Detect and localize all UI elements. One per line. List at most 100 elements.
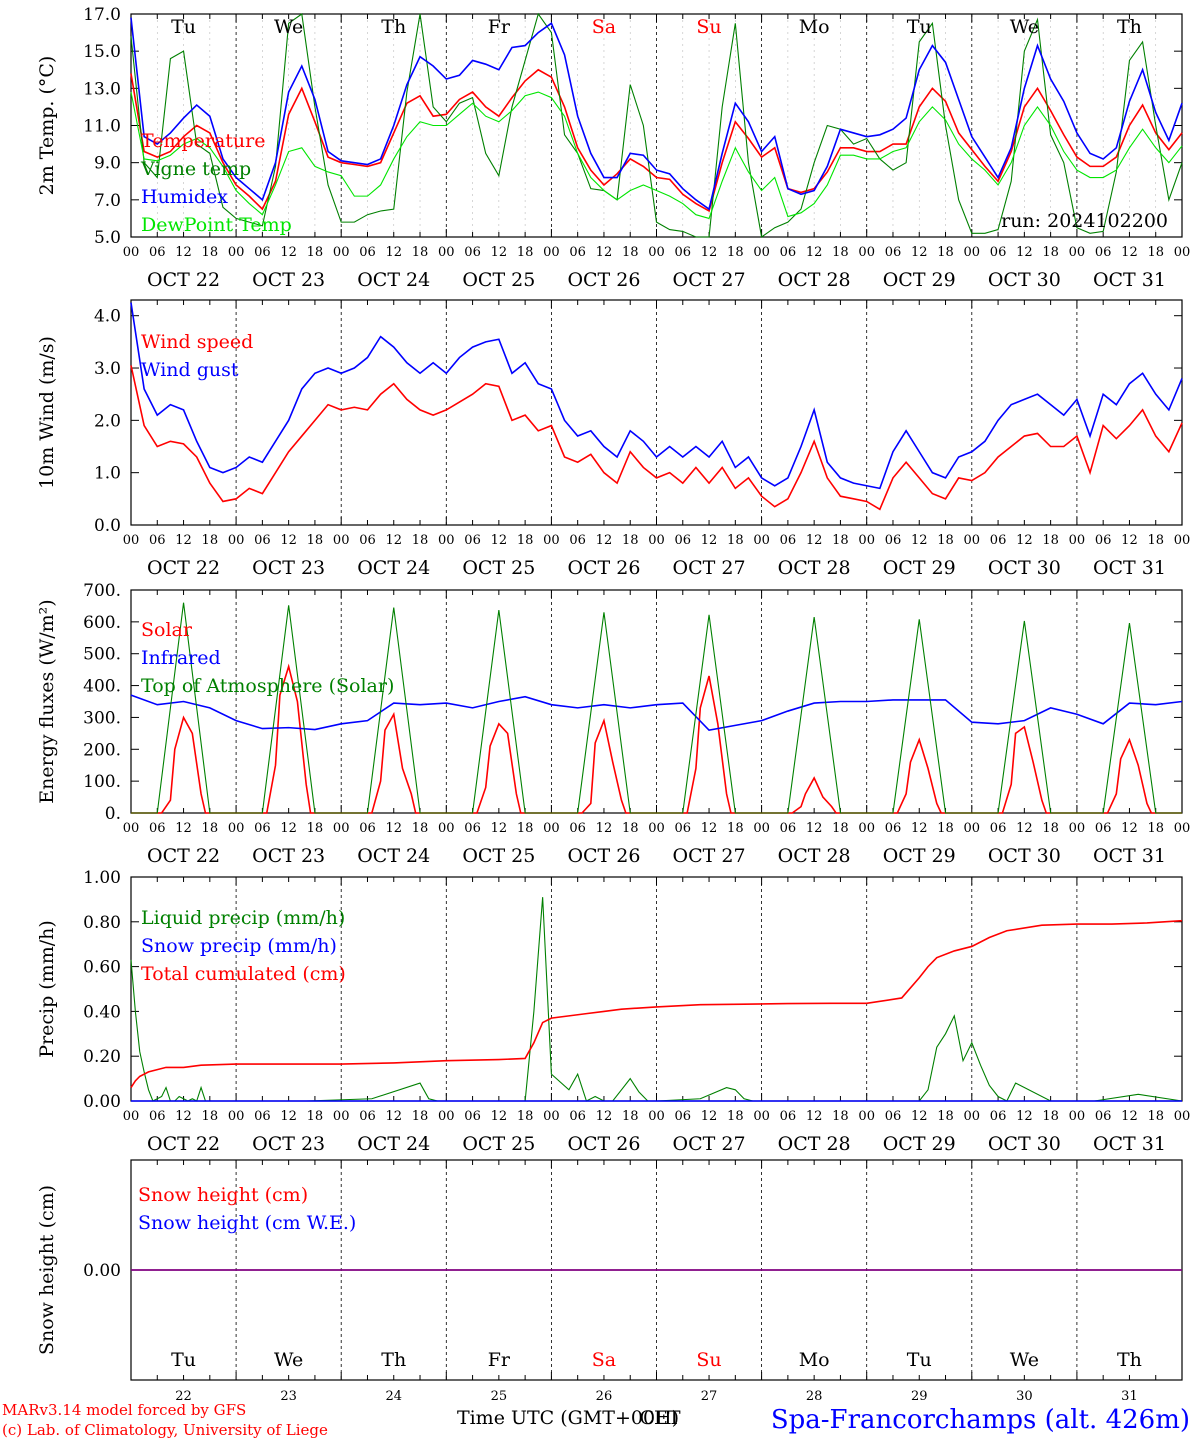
hour-tick-label: 06: [569, 245, 586, 260]
hour-tick-label: 06: [990, 533, 1007, 548]
hour-tick-label: 00: [858, 1109, 875, 1124]
hour-tick-label: 18: [1042, 533, 1059, 548]
hour-tick-label: 18: [202, 1109, 219, 1124]
hour-tick-label: 18: [832, 821, 849, 836]
weekday-label: We: [1010, 1349, 1039, 1371]
day-number-label: 23: [280, 1389, 297, 1404]
legend-label: Total cumulated (cm): [141, 963, 346, 985]
hour-tick-label: 18: [1147, 821, 1164, 836]
hour-tick-label: 12: [596, 1109, 613, 1124]
legend-label: Temperature: [141, 130, 265, 152]
hour-tick-label: 12: [385, 1109, 402, 1124]
legend-label: Wind gust: [141, 359, 239, 381]
hour-tick-label: 12: [596, 533, 613, 548]
hour-tick-label: 00: [1174, 245, 1191, 260]
hour-tick-label: 06: [990, 821, 1007, 836]
y-tick-label: 0.60: [83, 958, 121, 978]
y-tick-label: 3.0: [94, 359, 121, 379]
day-number-label: 27: [701, 1389, 718, 1404]
hour-tick-label: 18: [622, 245, 639, 260]
date-label: OCT 26: [567, 557, 640, 579]
series-line-infrared: [130, 694, 1183, 732]
hour-tick-label: 12: [911, 821, 928, 836]
hour-tick-label: 06: [780, 533, 797, 548]
hour-tick-label: 12: [491, 1109, 508, 1124]
hour-tick-label: 12: [806, 821, 823, 836]
y-axis-label: Snow height (cm): [36, 1185, 58, 1355]
legend-label: Snow height (cm): [138, 1184, 308, 1206]
weekday-label: Th: [1117, 16, 1142, 38]
hour-tick-label: 12: [806, 245, 823, 260]
hour-tick-label: 12: [1016, 821, 1033, 836]
hour-tick-label: 00: [438, 533, 455, 548]
y-tick-label: 1.0: [94, 464, 121, 484]
hour-tick-label: 00: [753, 1109, 770, 1124]
hour-tick-label: 18: [517, 1109, 534, 1124]
weekday-label: Fr: [488, 1349, 511, 1371]
weekday-label: Su: [696, 1349, 721, 1371]
date-label: OCT 27: [673, 845, 746, 867]
x-axis-title-overlay: CET: [639, 1407, 680, 1429]
hour-tick-label: 12: [701, 821, 718, 836]
date-label: OCT 25: [462, 845, 535, 867]
hour-tick-label: 00: [1069, 245, 1086, 260]
credit-model: MARv3.14 model forced by GFS: [2, 1401, 246, 1419]
hour-tick-label: 12: [911, 533, 928, 548]
hour-tick-label: 00: [964, 245, 981, 260]
hour-tick-label: 00: [228, 245, 245, 260]
hour-tick-label: 12: [911, 1109, 928, 1124]
series-line-dewpoint-temp: [130, 91, 1183, 220]
day-number-label: 29: [911, 1389, 928, 1404]
hour-tick-label: 06: [1095, 821, 1112, 836]
hour-tick-label: 06: [675, 821, 692, 836]
legend-label: DewPoint Temp: [141, 214, 292, 236]
series-line-top-of-atmosphere-solar-: [131, 602, 1182, 814]
hour-tick-label: 18: [1042, 821, 1059, 836]
legend-label: Top of Atmosphere (Solar): [141, 675, 394, 697]
weekday-label: We: [274, 16, 303, 38]
y-tick-label: 0.20: [83, 1047, 121, 1067]
date-label: OCT 27: [673, 1133, 746, 1155]
y-tick-label: 11.0: [83, 117, 121, 137]
hour-tick-label: 12: [385, 245, 402, 260]
y-tick-label: 13.0: [83, 79, 121, 99]
y-tick-label: 300.: [83, 708, 121, 728]
hour-tick-label: 18: [937, 245, 954, 260]
date-label: OCT 31: [1093, 845, 1166, 867]
date-label: OCT 23: [252, 845, 325, 867]
hour-tick-label: 00: [858, 533, 875, 548]
legend-label: Humidex: [141, 186, 228, 208]
hour-tick-label: 00: [858, 245, 875, 260]
hour-tick-label: 00: [438, 821, 455, 836]
station-name: Spa-Francorchamps (alt. 426m): [771, 1405, 1190, 1435]
hour-tick-label: 18: [1042, 1109, 1059, 1124]
hour-tick-label: 12: [1121, 1109, 1138, 1124]
hour-tick-label: 18: [307, 1109, 324, 1124]
series-line-vigne-temp: [130, 12, 1183, 238]
date-label: OCT 31: [1093, 557, 1166, 579]
hour-tick-label: 00: [964, 533, 981, 548]
hour-tick-label: 00: [333, 1109, 350, 1124]
legend-label: Infrared: [141, 647, 221, 669]
weekday-label: Tu: [907, 1349, 932, 1371]
hour-tick-label: 06: [464, 1109, 481, 1124]
date-label: OCT 28: [778, 557, 851, 579]
hour-tick-label: 00: [1174, 533, 1191, 548]
series-line-liquid-precip-mm-h-: [130, 897, 1183, 1102]
x-axis-title: Time UTC (GMT+00H): [457, 1407, 679, 1429]
y-tick-label: 0.00: [83, 1092, 121, 1112]
date-label: OCT 31: [1093, 269, 1166, 291]
date-label: OCT 23: [252, 269, 325, 291]
date-label: OCT 24: [357, 557, 430, 579]
series-line-humidex: [130, 17, 1183, 211]
date-label: OCT 29: [883, 557, 956, 579]
hour-tick-label: 06: [359, 245, 376, 260]
date-label: OCT 22: [147, 1133, 220, 1155]
hour-tick-label: 06: [990, 1109, 1007, 1124]
hour-tick-label: 12: [701, 1109, 718, 1124]
y-tick-label: 0.0: [94, 516, 121, 536]
hour-tick-label: 00: [123, 533, 140, 548]
hour-tick-label: 00: [543, 821, 560, 836]
weekday-label: We: [1010, 16, 1039, 38]
